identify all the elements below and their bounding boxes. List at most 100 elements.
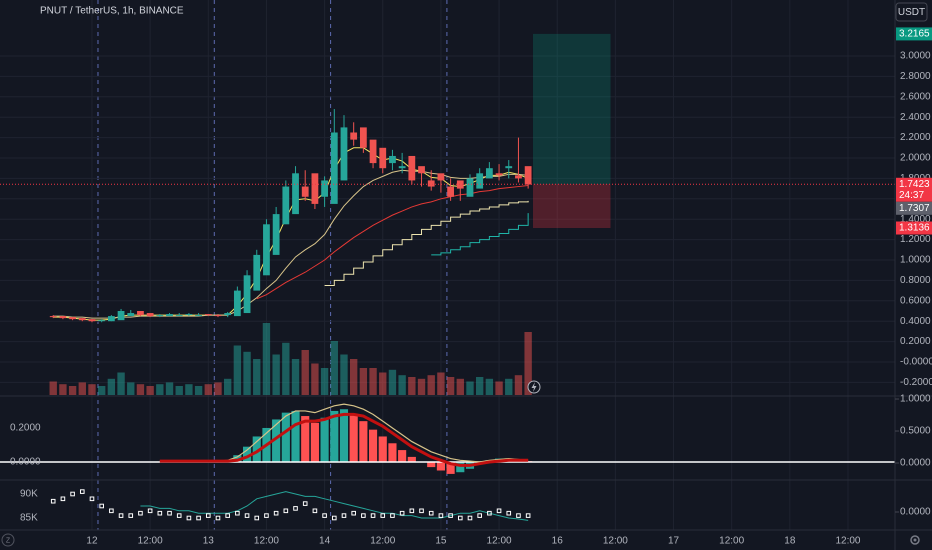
y-tick-label: 1.4000: [900, 214, 931, 225]
candle-body: [214, 315, 222, 317]
candle-body: [369, 139, 377, 164]
volume-bar: [291, 359, 300, 395]
candle-body: [485, 168, 493, 179]
candle-body: [117, 311, 125, 321]
y-tick-label: 2.2000: [900, 132, 931, 143]
dot: [244, 513, 250, 518]
candle-body: [107, 316, 115, 322]
dot: [99, 503, 104, 509]
dot: [109, 508, 114, 514]
y2-tick-label: 0.0000: [900, 507, 931, 518]
x-tick-label: 12:00: [835, 536, 860, 547]
candle-body: [59, 316, 67, 319]
dot: [60, 496, 66, 502]
candle-body: [466, 178, 474, 197]
chart-title: PNUT / TetherUS, 1h, BINANCE: [40, 6, 184, 17]
dot: [467, 515, 473, 521]
candle-body: [389, 155, 396, 164]
scale-button-label[interactable]: Z: [6, 537, 11, 544]
dot: [390, 513, 395, 518]
volume-bar: [505, 378, 513, 395]
dot: [147, 508, 153, 514]
histogram-bar: [233, 455, 242, 462]
x-tick-label: 18: [784, 536, 796, 547]
dot: [118, 513, 124, 518]
dot: [215, 515, 221, 521]
dot: [487, 510, 492, 516]
y-tick-label: 0.0000: [10, 457, 41, 468]
volume-bar: [156, 384, 164, 395]
volume-bar: [49, 381, 57, 395]
y-tick-label: 2.6000: [900, 91, 931, 102]
settings-icon[interactable]: [910, 535, 920, 545]
dot: [448, 513, 453, 518]
histogram-bar: [320, 417, 329, 462]
candle-body: [359, 127, 367, 148]
y-tick-label: -0.0000: [900, 357, 932, 368]
dot: [128, 513, 134, 518]
candle-body: [447, 186, 454, 197]
dot: [428, 510, 434, 516]
dot: [293, 506, 298, 511]
y-tick-label: 2.4000: [900, 112, 931, 123]
y2-tick-label: 0.5000: [900, 426, 931, 437]
grid: [0, 0, 895, 530]
dot: [264, 513, 269, 518]
histogram-bar: [339, 409, 349, 462]
volume-bar: [233, 345, 242, 395]
candle-body: [379, 147, 387, 169]
histogram-bar: [446, 462, 455, 474]
currency-button[interactable]: [895, 2, 928, 22]
volume-bar: [107, 378, 116, 395]
volume-bar: [388, 369, 397, 395]
y-tick-label: 1.2000: [900, 234, 931, 245]
scale-button[interactable]: [1, 533, 15, 547]
alert-icon[interactable]: [527, 380, 541, 394]
dot: [370, 513, 376, 518]
volume-bar: [369, 368, 377, 395]
histogram-bar: [388, 443, 397, 462]
histogram-bar: [359, 421, 368, 462]
x-tick-label: 16: [552, 536, 564, 547]
dot: [50, 498, 56, 504]
candle-body: [69, 317, 76, 320]
histogram-bar: [291, 410, 300, 462]
dot: [399, 510, 405, 516]
price-badge-countdown: 24:37: [899, 190, 924, 201]
histogram-bar: [281, 412, 290, 462]
currency-label[interactable]: USDT: [898, 7, 925, 18]
candle-body: [437, 173, 445, 181]
volume-bar: [446, 377, 455, 395]
price-badge: [896, 27, 932, 41]
volume-bar: [262, 323, 271, 395]
volume-bar: [127, 382, 135, 395]
histogram-bar: [436, 462, 445, 471]
dot: [235, 510, 240, 516]
histogram-bar: [398, 450, 407, 462]
line: [140, 491, 529, 521]
candle-body: [98, 320, 106, 322]
line: [53, 169, 529, 319]
candle-body: [137, 311, 144, 316]
volume-bar: [456, 378, 464, 395]
candle-body: [282, 186, 290, 225]
dot: [419, 508, 424, 514]
dot: [70, 491, 75, 497]
histogram-bar: [349, 414, 358, 462]
x-tick-label: 12: [86, 536, 98, 547]
volume-bar: [398, 375, 406, 395]
y-tick-label: 1.0000: [900, 255, 931, 266]
dot: [380, 513, 386, 518]
histogram-bar: [330, 410, 339, 462]
candle-body: [427, 180, 435, 187]
volume-bar: [97, 386, 106, 395]
volume-bar: [175, 386, 183, 395]
x-tick-label: 15: [435, 536, 447, 547]
histogram-bar: [272, 419, 281, 462]
y2-tick-label: 1.0000: [900, 394, 931, 405]
volume-bar: [214, 382, 222, 395]
candle-body: [330, 132, 338, 204]
candle-body: [456, 180, 464, 189]
volume-bar: [223, 378, 232, 395]
